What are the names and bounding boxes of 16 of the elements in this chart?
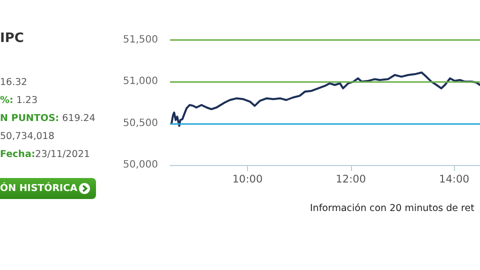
line-series bbox=[170, 72, 480, 127]
text: ÓN HISTÓRICA bbox=[0, 183, 78, 194]
text: 16.32 bbox=[0, 77, 28, 88]
y-tick-label: 51,000 bbox=[123, 76, 158, 88]
text: Información con 20 minutos de ret bbox=[310, 203, 474, 214]
y-tick-label: 50,500 bbox=[123, 118, 158, 129]
text: %: 1.23 bbox=[0, 95, 38, 106]
y-tick-label: 50,000 bbox=[123, 160, 158, 170]
text: IPC bbox=[0, 31, 24, 46]
x-tick-label: 12:00 bbox=[336, 174, 366, 186]
x-tick-label: 10:00 bbox=[232, 174, 263, 186]
x-tick-label: 14:00 bbox=[439, 174, 470, 186]
text: 50,734,018 bbox=[0, 131, 54, 142]
y-tick-label: 51,500 bbox=[123, 34, 158, 46]
text: N PUNTOS: 619.24 bbox=[0, 113, 96, 124]
text: Fecha:23/11/2021 bbox=[0, 149, 90, 160]
